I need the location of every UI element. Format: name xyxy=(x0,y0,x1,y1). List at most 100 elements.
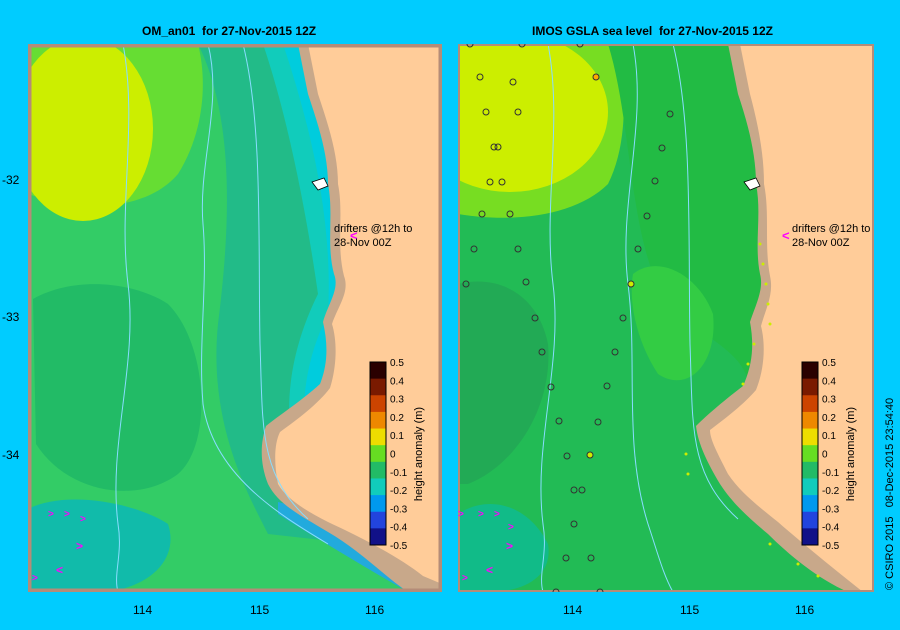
obs-point xyxy=(592,73,600,81)
obs-point xyxy=(658,144,666,152)
obs-point-small xyxy=(768,322,772,326)
colorbar-segment xyxy=(802,528,818,546)
obs-point xyxy=(576,44,584,48)
drifter-annotation-line2: 28-Nov 00Z xyxy=(792,237,850,249)
colorbar-tick-label: 0.1 xyxy=(390,431,404,442)
obs-point xyxy=(562,554,570,562)
colorbar-segment xyxy=(802,478,818,496)
obs-point xyxy=(490,143,498,151)
bathymetry-contour xyxy=(201,44,329,545)
drifter-marker: > xyxy=(458,509,464,520)
drifter-marker: < xyxy=(56,563,63,577)
colorbar-frame xyxy=(801,361,819,546)
anomaly-region xyxy=(458,281,549,484)
colorbar-tick-label: 0.2 xyxy=(390,413,404,424)
colorbar-segment xyxy=(370,428,386,446)
drifter-annotation-line2: 28-Nov 00Z xyxy=(334,237,392,249)
y-tick-label: -33 xyxy=(2,310,20,324)
obs-point xyxy=(651,177,659,185)
bathymetry-contour xyxy=(672,44,739,520)
drifter-marker: > xyxy=(462,573,468,584)
obs-point-small xyxy=(741,382,745,386)
obs-point xyxy=(494,143,502,151)
land xyxy=(275,44,442,584)
altimeter-observations xyxy=(462,44,674,592)
colorbar-segment xyxy=(370,495,386,513)
x-tick-label: 114 xyxy=(563,603,583,617)
x-tick-label: 114 xyxy=(133,603,153,617)
colorbar-segment xyxy=(802,428,818,446)
obs-point xyxy=(509,78,517,86)
island xyxy=(743,177,761,191)
plot-frame xyxy=(28,44,442,592)
obs-point xyxy=(555,417,563,425)
colorbar-segment xyxy=(802,411,818,430)
x-tick-label: 115 xyxy=(250,603,270,617)
colorbar-segment xyxy=(802,395,818,413)
bathymetry-contour xyxy=(540,44,556,592)
drifter-marker: < xyxy=(782,228,790,243)
right-panel-title: IMOS GSLA sea level for 27-Nov-2015 12Z xyxy=(532,24,773,38)
obs-point xyxy=(531,314,539,322)
southwest-water xyxy=(458,504,549,592)
bathymetry-contour xyxy=(242,44,309,520)
obs-point xyxy=(518,44,526,48)
drifter-annotation-line1: drifters @12h to xyxy=(334,223,412,235)
southwest-water xyxy=(28,499,171,592)
drifter-marker: > xyxy=(80,514,86,525)
colorbar-tick-label: 0.3 xyxy=(822,395,836,406)
obs-point xyxy=(619,314,627,322)
obs-point xyxy=(587,554,595,562)
obs-point xyxy=(634,245,642,253)
left-map-panel: < > > > > < > drifters @12h to 28-Nov 00… xyxy=(28,44,442,592)
plot-frame xyxy=(458,44,874,592)
colorbar-segment xyxy=(802,511,818,529)
colorbar-segment xyxy=(802,445,818,463)
obs-point-small xyxy=(796,562,800,566)
obs-point xyxy=(643,212,651,220)
x-tick-label: 115 xyxy=(680,603,700,617)
colorbar-tick-label: 0.5 xyxy=(822,358,836,369)
y-tick-label: -34 xyxy=(2,448,20,462)
obs-point-small xyxy=(752,342,756,346)
colorbar-label: height anomaly (m) xyxy=(845,407,857,501)
land xyxy=(710,44,874,592)
drifter-marker: < xyxy=(486,563,493,577)
obs-point xyxy=(466,44,474,48)
colorbar-segment xyxy=(370,378,386,396)
obs-point-small xyxy=(766,302,770,306)
left-panel-title: OM_an01 for 27-Nov-2015 12Z xyxy=(142,24,317,38)
obs-point xyxy=(462,280,470,288)
bathymetry-contour xyxy=(625,44,674,592)
drifter-marker: > xyxy=(76,539,83,553)
obs-point-small xyxy=(761,262,765,266)
obs-point-small xyxy=(764,282,768,286)
obs-point xyxy=(514,245,522,253)
drifter-marker: > xyxy=(48,509,54,520)
colorbar-tick-label: 0.4 xyxy=(822,376,836,387)
drifter-marker: < xyxy=(350,228,358,243)
obs-point xyxy=(486,178,494,186)
obs-point xyxy=(666,110,674,118)
y-tick-label: -32 xyxy=(2,173,20,187)
obs-point xyxy=(498,178,506,186)
colorbar-segment xyxy=(802,495,818,513)
obs-point xyxy=(563,452,571,460)
colorbar-tick-label: -0.5 xyxy=(822,541,840,552)
right-map-panel: < > > > > > < > drifters @12h to 28-Nov … xyxy=(458,44,874,592)
colorbar-tick-label: 0.5 xyxy=(390,358,404,369)
obs-point-small xyxy=(684,452,688,456)
obs-point xyxy=(627,280,635,288)
colorbar-tick-label: 0.3 xyxy=(390,395,404,406)
obs-point-small xyxy=(758,242,762,246)
colorbar-label: height anomaly (m) xyxy=(413,407,425,501)
obs-point xyxy=(522,278,530,286)
anomaly-region xyxy=(631,266,714,381)
colorbar-segment xyxy=(370,395,386,413)
drifter-marker: > xyxy=(478,509,484,520)
obs-point xyxy=(578,486,586,494)
obs-point xyxy=(547,383,555,391)
obs-point xyxy=(611,348,619,356)
colorbar-tick-label: -0.2 xyxy=(822,486,840,497)
obs-point xyxy=(603,382,611,390)
